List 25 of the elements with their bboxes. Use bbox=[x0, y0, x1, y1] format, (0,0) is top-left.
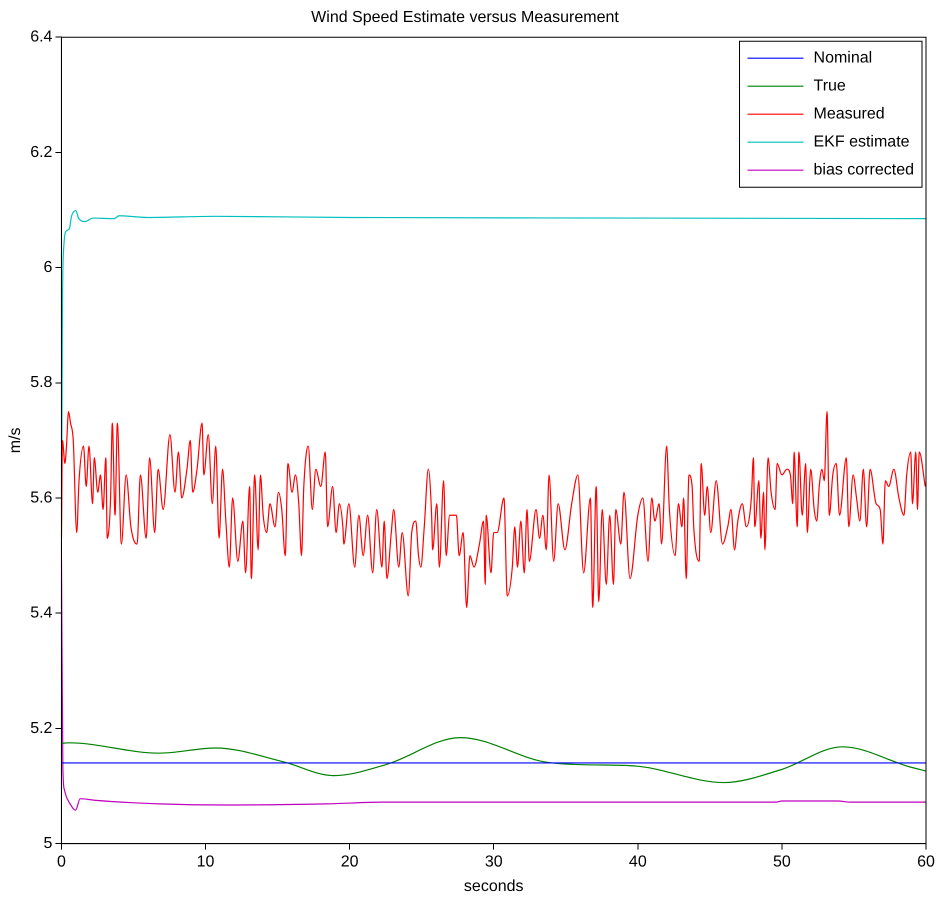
chart-title: Wind Speed Estimate versus Measurement bbox=[311, 9, 620, 26]
x-axis-title: seconds bbox=[464, 878, 524, 895]
legend-label: Nominal bbox=[814, 50, 872, 67]
legend-label: EKF estimate bbox=[814, 134, 910, 151]
y-tick-label: 6.2 bbox=[30, 144, 53, 161]
x-tick-label: 20 bbox=[340, 854, 359, 871]
x-tick-label: 30 bbox=[484, 854, 503, 871]
y-tick-label: 5.2 bbox=[30, 720, 53, 737]
y-tick-label: 5 bbox=[44, 835, 53, 852]
x-tick-label: 60 bbox=[917, 854, 935, 871]
line-series bbox=[61, 411, 926, 608]
y-tick-label: 5.4 bbox=[30, 604, 53, 622]
legend-label: True bbox=[814, 78, 846, 95]
y-tick-label: 6.4 bbox=[30, 28, 53, 46]
x-tick-label: 40 bbox=[628, 854, 647, 871]
x-tick-label: 10 bbox=[196, 854, 215, 871]
line-series bbox=[61, 737, 926, 784]
y-tick-label: 6 bbox=[44, 259, 53, 276]
y-tick-label: 5.8 bbox=[30, 374, 53, 392]
legend-label: bias corrected bbox=[814, 162, 914, 179]
legend-label: Measured bbox=[814, 106, 885, 123]
y-axis-title: m/s bbox=[7, 428, 24, 454]
x-tick-label: 0 bbox=[56, 854, 66, 871]
x-tick-label: 50 bbox=[773, 854, 791, 871]
y-tick-label: 5.6 bbox=[30, 489, 53, 506]
